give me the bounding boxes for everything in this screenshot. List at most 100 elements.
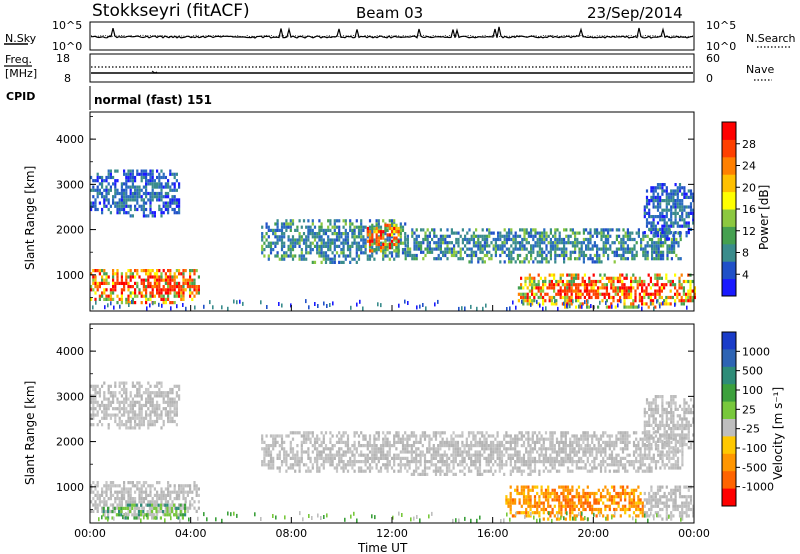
range-gate-cell xyxy=(145,503,148,507)
range-gate-cell xyxy=(570,286,573,290)
range-gate-cell xyxy=(156,416,159,420)
range-gate-cell xyxy=(261,447,264,451)
range-gate-cell xyxy=(393,223,396,227)
range-gate-cell xyxy=(160,278,163,282)
range-gate-cell xyxy=(445,440,449,444)
range-gate-cell xyxy=(652,215,655,219)
range-gate-cell xyxy=(131,297,134,301)
range-gate-cell xyxy=(164,281,167,285)
range-gate-cell xyxy=(580,253,583,258)
range-gate-cell xyxy=(291,437,295,441)
range-gate-cell xyxy=(261,238,264,242)
range-gate-cell xyxy=(134,175,137,180)
range-gate-cell xyxy=(102,513,105,517)
range-gate-cell xyxy=(481,244,484,248)
range-gate-cell xyxy=(521,237,524,242)
range-gate-cell xyxy=(591,437,594,441)
range-gate-cell xyxy=(479,247,482,251)
range-gate-cell xyxy=(417,247,420,251)
range-gate-cell xyxy=(604,228,607,232)
range-gate-cell xyxy=(545,231,548,235)
range-gate-cell xyxy=(127,513,130,517)
range-gate-cell xyxy=(656,279,659,284)
range-gate-cell xyxy=(300,235,303,239)
range-gate-cell xyxy=(169,285,172,289)
range-gate-cell xyxy=(116,400,119,404)
range-gate-cell xyxy=(276,238,279,242)
range-gate-cell xyxy=(586,437,589,441)
range-gate-cell xyxy=(540,447,543,451)
range-gate-cell xyxy=(333,238,336,242)
range-gate-cell xyxy=(342,450,345,454)
range-gate-cell xyxy=(291,219,295,223)
range-gate-cell xyxy=(261,440,264,444)
range-gate-cell xyxy=(528,295,531,300)
range-gate-cell xyxy=(124,516,127,520)
range-gate-cell xyxy=(114,185,117,189)
range-gate-cell xyxy=(650,199,653,203)
range-gate-cell xyxy=(588,295,591,300)
range-gate-cell xyxy=(465,444,468,448)
range-gate-cell xyxy=(138,384,141,388)
range-gate-cell xyxy=(261,460,264,464)
range-gate-cell xyxy=(646,250,649,254)
range-gate-cell xyxy=(485,431,488,435)
range-gate-cell xyxy=(437,431,440,435)
range-gate-cell xyxy=(618,247,621,251)
range-gate-cell xyxy=(433,228,436,232)
range-gate-cell xyxy=(182,497,185,501)
range-gate-cell xyxy=(327,254,330,258)
range-gate-cell xyxy=(650,227,653,231)
range-gate-cell xyxy=(470,253,473,258)
range-gate-cell xyxy=(98,182,101,186)
range-gate-cell xyxy=(149,297,152,301)
range-gate-cell xyxy=(521,260,524,264)
range-gate-cell xyxy=(677,231,680,235)
range-gate-cell xyxy=(162,301,165,305)
range-gate-cell xyxy=(404,241,407,245)
range-gate-cell xyxy=(586,469,589,473)
range-gate-cell xyxy=(535,292,538,296)
range-gate-cell xyxy=(566,279,569,284)
range-gate-cell xyxy=(331,257,334,261)
range-gate-cell xyxy=(625,292,628,296)
range-gate-cell xyxy=(522,299,525,303)
range-gate-cell xyxy=(281,303,283,308)
range-gate-cell xyxy=(344,228,347,232)
range-gate-cell xyxy=(129,500,132,504)
range-gate-cell xyxy=(630,295,633,300)
range-gate-cell xyxy=(371,249,374,253)
range-gate-cell xyxy=(362,434,365,438)
range-gate-cell xyxy=(138,185,141,189)
range-gate-cell xyxy=(621,279,624,284)
range-gate-cell xyxy=(375,242,378,247)
range-gate-cell xyxy=(481,434,484,438)
range-gate-cell xyxy=(510,257,513,261)
range-gate-cell xyxy=(613,444,616,448)
range-gate-cell xyxy=(682,289,685,293)
range-gate-cell xyxy=(296,431,299,435)
range-gate-cell xyxy=(153,214,156,218)
range-gate-cell xyxy=(156,185,159,189)
range-gate-cell xyxy=(313,447,317,451)
range-gate-cell xyxy=(479,244,482,248)
range-gate-cell xyxy=(133,510,136,514)
range-gate-cell xyxy=(382,437,385,441)
range-gate-cell xyxy=(351,241,354,245)
range-gate-cell xyxy=(386,444,389,448)
range-gate-cell xyxy=(109,400,112,404)
range-gate-cell xyxy=(619,447,622,451)
range-gate-cell xyxy=(302,434,306,438)
range-gate-cell xyxy=(649,286,652,290)
range-gate-cell xyxy=(483,447,486,451)
range-gate-cell xyxy=(134,281,137,285)
range-gate-cell xyxy=(138,423,141,427)
range-gate-cell xyxy=(125,397,128,401)
range-gate-cell xyxy=(692,211,695,215)
range-gate-cell xyxy=(404,444,407,448)
range-gate-cell xyxy=(169,204,172,208)
range-gate-cell xyxy=(657,228,660,232)
range-gate-cell xyxy=(663,302,666,306)
range-gate-cell xyxy=(551,431,554,435)
range-gate-cell xyxy=(308,305,310,310)
